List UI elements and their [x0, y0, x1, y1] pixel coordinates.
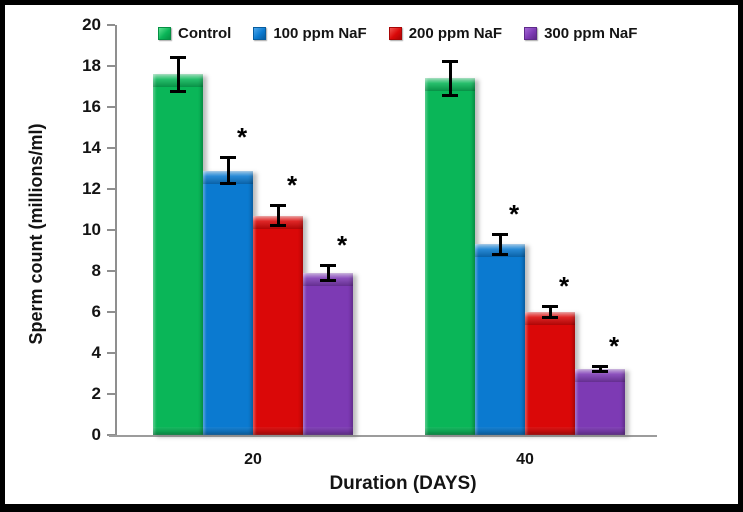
- error-bar-100-ppm-naf-40: [492, 233, 508, 256]
- y-axis-tick: [107, 188, 115, 190]
- y-axis-tick-label: 14: [82, 138, 101, 157]
- y-axis-tick-label: 16: [82, 97, 101, 116]
- legend: Control 100 ppm NaF 200 ppm NaF 300 ppm …: [158, 22, 637, 44]
- y-axis-tick: [107, 393, 115, 395]
- error-bar-300-ppm-naf-40: [592, 365, 608, 374]
- y-axis-tick-label: 8: [91, 261, 101, 280]
- x-axis-line: [109, 435, 657, 437]
- bar-300-ppm-naf-40: [575, 369, 625, 435]
- legend-item-control: Control: [158, 25, 231, 42]
- bar-200-ppm-naf-40: [525, 312, 575, 435]
- y-axis-tick-label: 20: [82, 15, 101, 34]
- error-bar-200-ppm-naf-40: [542, 304, 558, 320]
- y-axis-tick-label: 18: [82, 56, 101, 75]
- legend-item-300ppm: 300 ppm NaF: [524, 25, 637, 42]
- bar-control-40: [425, 78, 475, 435]
- error-bar-control-40: [442, 59, 458, 97]
- y-axis-tick: [107, 311, 115, 313]
- category-label-40: 40: [516, 451, 534, 468]
- legend-key-200ppm-icon: [388, 26, 402, 40]
- legend-label-300ppm: 300 ppm NaF: [544, 24, 638, 42]
- legend-key-control-icon: [158, 26, 171, 40]
- y-axis-tick: [107, 106, 115, 108]
- y-axis-tick: [107, 65, 115, 67]
- legend-key-100ppm-icon: [253, 26, 267, 40]
- significance-asterisk-100-ppm-naf-20: *: [236, 122, 248, 153]
- y-axis-tick: [107, 270, 115, 272]
- y-axis-tick-label: 4: [91, 343, 101, 362]
- bar-300-ppm-naf-20: [303, 273, 353, 435]
- error-bar-200-ppm-naf-20: [270, 204, 286, 227]
- y-axis-tick-label: 6: [91, 302, 101, 321]
- y-axis-tick-label: 10: [82, 220, 101, 239]
- error-bar-100-ppm-naf-20: [220, 156, 236, 185]
- bar-bottom-bevel: [475, 426, 525, 435]
- bar-bottom-bevel: [203, 426, 253, 435]
- legend-label-control: Control: [178, 24, 232, 42]
- legend-label-100ppm: 100 ppm NaF: [273, 24, 367, 42]
- significance-asterisk-300-ppm-naf-40: *: [608, 331, 620, 362]
- y-axis-title: Sperm count (millions/ml): [26, 123, 46, 345]
- bar-bottom-bevel: [525, 427, 575, 435]
- significance-asterisk-100-ppm-naf-40: *: [508, 199, 520, 230]
- y-axis-tick: [107, 147, 115, 149]
- y-axis-line: [115, 25, 117, 437]
- legend-key-300ppm-icon: [524, 26, 538, 40]
- bar-bottom-bevel: [425, 426, 475, 435]
- bar-100-ppm-naf-20: [203, 170, 253, 435]
- bar-top-bevel: [575, 369, 625, 383]
- legend-item-100ppm: 100 ppm NaF: [253, 24, 367, 42]
- error-bar-300-ppm-naf-20: [320, 263, 336, 283]
- y-axis-tick: [107, 229, 115, 231]
- bar-100-ppm-naf-40: [475, 244, 525, 435]
- y-axis-tick-label: 2: [91, 384, 101, 403]
- bar-bottom-bevel: [303, 426, 353, 435]
- significance-asterisk-300-ppm-naf-20: *: [336, 229, 348, 260]
- y-axis-tick-label: 0: [91, 425, 101, 444]
- significance-asterisk-200-ppm-naf-40: *: [558, 270, 570, 301]
- y-axis-tick-label: 12: [82, 179, 101, 198]
- error-bar-control-20: [170, 55, 186, 93]
- bar-bottom-bevel: [253, 426, 303, 435]
- bar-200-ppm-naf-20: [253, 215, 303, 435]
- bar-bottom-bevel: [153, 426, 203, 435]
- bar-bottom-bevel: [575, 426, 625, 435]
- category-label-20: 20: [244, 451, 262, 468]
- significance-asterisk-200-ppm-naf-20: *: [286, 170, 298, 201]
- y-axis-tick: [107, 24, 115, 26]
- x-axis-title: Duration (DAYS): [329, 473, 477, 494]
- legend-label-200ppm: 200 ppm NaF: [408, 24, 503, 42]
- bar-control-20: [153, 74, 203, 435]
- legend-item-200ppm: 200 ppm NaF: [388, 24, 503, 42]
- y-axis-tick: [107, 352, 115, 354]
